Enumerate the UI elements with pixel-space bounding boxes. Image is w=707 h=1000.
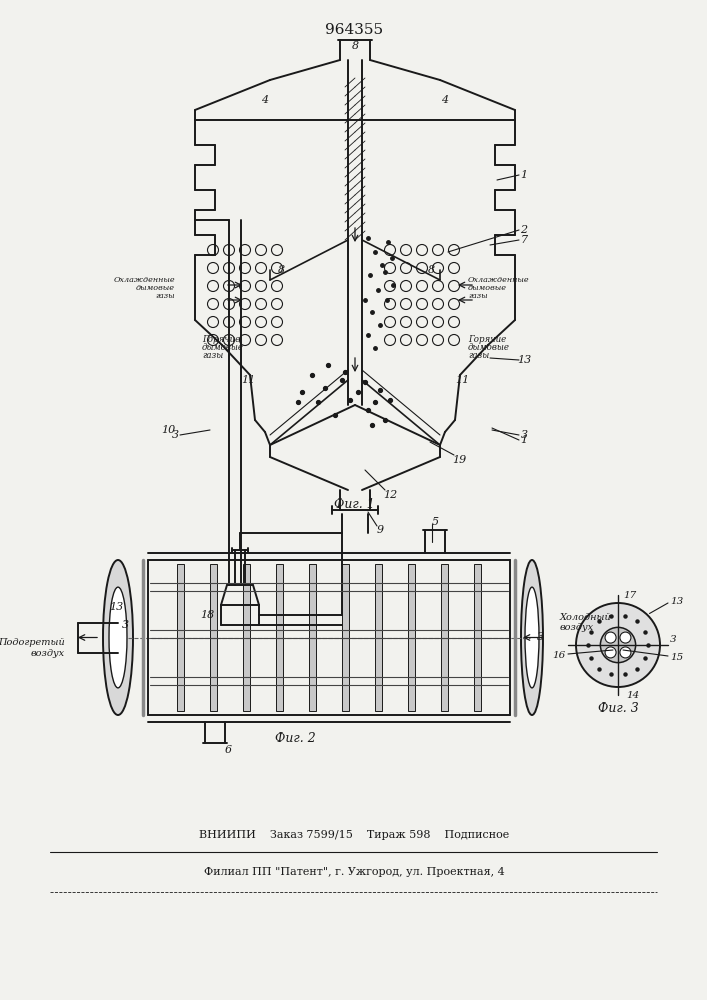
Text: 19: 19: [452, 455, 466, 465]
Bar: [408, 564, 415, 711]
Text: Подогретый: Подогретый: [0, 638, 65, 647]
Text: 964355: 964355: [325, 23, 383, 37]
Ellipse shape: [521, 560, 543, 715]
Ellipse shape: [525, 587, 539, 688]
Text: Холодный: Холодный: [560, 613, 612, 622]
Text: 8: 8: [278, 265, 285, 275]
Text: 3: 3: [537, 633, 544, 643]
Ellipse shape: [103, 560, 133, 715]
Circle shape: [576, 603, 660, 687]
Text: 8: 8: [428, 265, 435, 275]
Text: 1: 1: [520, 435, 527, 445]
Text: Филиал ПП "Патент", г. Ужгород, ул. Проектная, 4: Филиал ПП "Патент", г. Ужгород, ул. Прое…: [204, 867, 504, 877]
Text: 7: 7: [520, 235, 527, 245]
Text: 4: 4: [441, 95, 448, 105]
Text: Фиг. 1: Фиг. 1: [334, 498, 375, 512]
Bar: [309, 564, 316, 711]
Text: 13: 13: [109, 602, 123, 612]
Text: 17: 17: [623, 590, 636, 599]
Text: 4: 4: [262, 95, 269, 105]
Text: газы: газы: [156, 292, 175, 300]
Text: 18: 18: [200, 610, 214, 620]
Bar: [342, 564, 349, 711]
Text: 13: 13: [517, 355, 531, 365]
Text: воздух: воздух: [560, 623, 594, 632]
Text: 3: 3: [171, 430, 179, 440]
Text: 3: 3: [520, 430, 527, 440]
Bar: [474, 564, 481, 711]
Bar: [440, 564, 448, 711]
Text: дымовые: дымовые: [202, 344, 244, 353]
Text: 3: 3: [122, 620, 129, 631]
Text: газы: газы: [468, 352, 489, 360]
Text: 12: 12: [383, 490, 397, 500]
Text: 3: 3: [670, 636, 677, 645]
Text: Фиг. 2: Фиг. 2: [274, 732, 315, 744]
Text: дымовые: дымовые: [136, 284, 175, 292]
Text: 10: 10: [160, 425, 175, 435]
Text: 5: 5: [431, 517, 438, 527]
Text: газы: газы: [468, 292, 488, 300]
Text: 1: 1: [520, 170, 527, 180]
Text: 11: 11: [455, 375, 469, 385]
Circle shape: [620, 647, 631, 658]
Circle shape: [600, 627, 636, 663]
Text: 14: 14: [626, 690, 639, 700]
Text: 9: 9: [376, 525, 384, 535]
Text: дымовые: дымовые: [468, 344, 510, 353]
Text: Горячие: Горячие: [468, 336, 506, 344]
Bar: [243, 564, 250, 711]
Text: Охлажденные: Охлажденные: [113, 276, 175, 284]
Text: 15: 15: [670, 652, 683, 662]
Ellipse shape: [109, 587, 127, 688]
Text: ВНИИПИ    Заказ 7599/15    Тираж 598    Подписное: ВНИИПИ Заказ 7599/15 Тираж 598 Подписное: [199, 830, 509, 840]
Text: Охлажденные: Охлажденные: [468, 276, 530, 284]
Circle shape: [605, 647, 616, 658]
Text: 8: 8: [351, 41, 358, 51]
Text: Фиг. 3: Фиг. 3: [597, 702, 638, 716]
Circle shape: [620, 632, 631, 643]
Text: газы: газы: [202, 352, 223, 360]
Text: 13: 13: [670, 596, 683, 605]
Text: 2: 2: [520, 225, 527, 235]
Bar: [375, 564, 382, 711]
Text: дымовые: дымовые: [468, 284, 507, 292]
Text: 11: 11: [241, 375, 255, 385]
Text: воздух: воздух: [31, 649, 65, 658]
Text: Горячие: Горячие: [202, 336, 240, 344]
Bar: [177, 564, 185, 711]
Circle shape: [605, 632, 616, 643]
Bar: [210, 564, 217, 711]
Text: 16: 16: [553, 650, 566, 660]
Bar: [276, 564, 283, 711]
Text: 6: 6: [224, 745, 232, 755]
